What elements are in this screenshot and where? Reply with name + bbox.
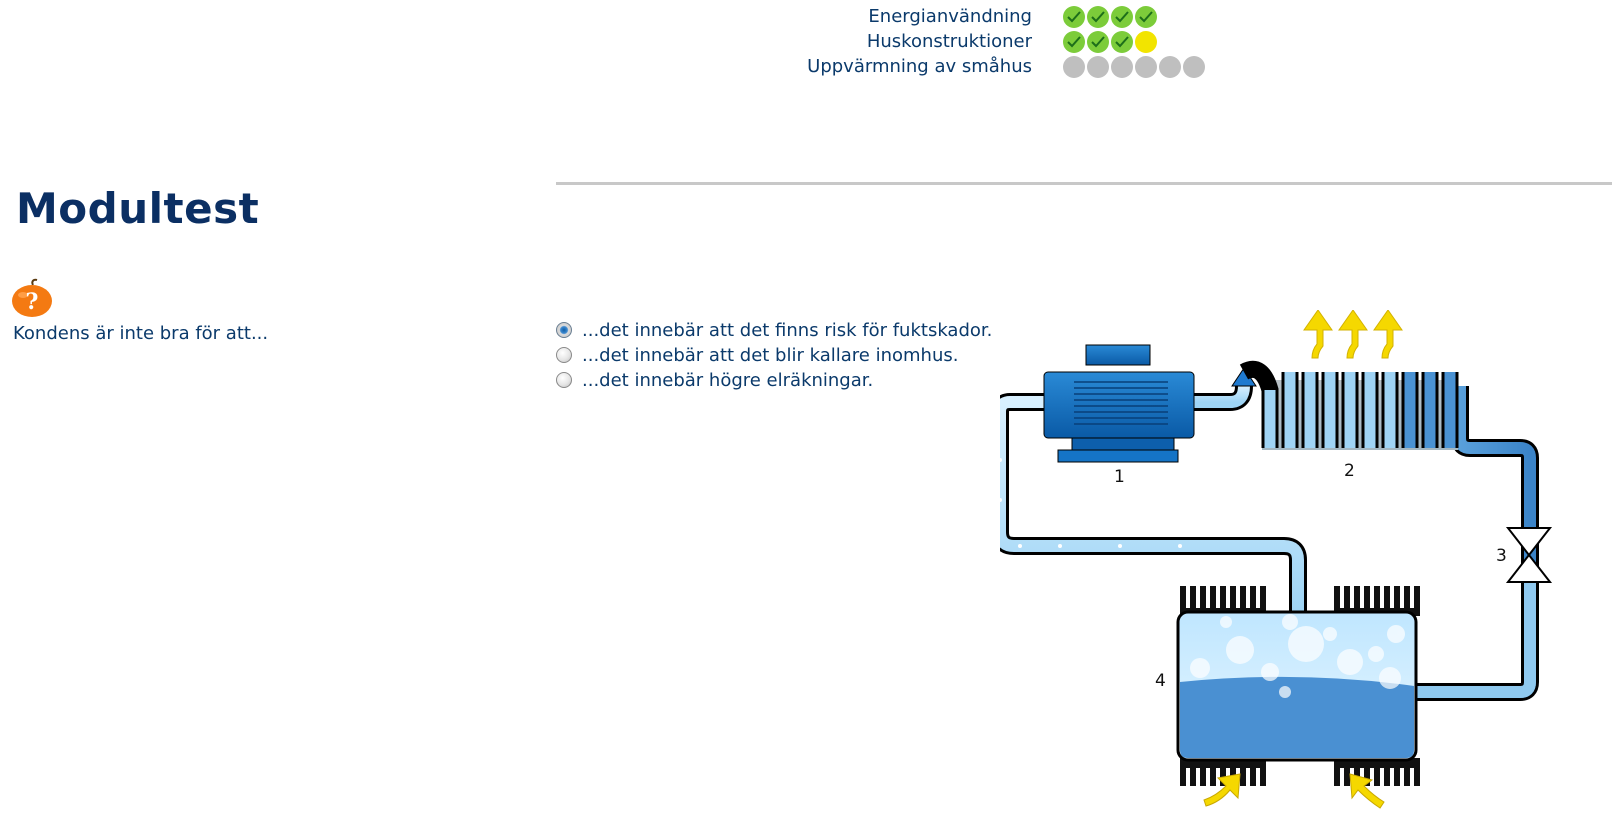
heat-in-arrows (1203, 773, 1385, 809)
check-icon (1139, 11, 1153, 23)
check-icon (1067, 11, 1081, 23)
label-condenser: 2 (1344, 461, 1355, 481)
label-expansion-valve: 3 (1496, 546, 1507, 566)
heat-out-arrows (1303, 309, 1403, 359)
compressor (1043, 344, 1195, 463)
svg-text:?: ? (26, 289, 39, 315)
answer-label[interactable]: ...det innebär att det blir kallare inom… (582, 345, 959, 366)
divider (556, 182, 1612, 185)
question-text: Kondens är inte bra för att... (13, 323, 269, 344)
progress-dot-pending (1087, 56, 1109, 78)
check-icon (1091, 11, 1105, 23)
condenser-coil (1239, 360, 1459, 450)
progress-dot-pending (1159, 56, 1181, 78)
page-title: Modultest (16, 184, 260, 233)
progress-dot-done (1087, 31, 1109, 53)
radio-button[interactable] (556, 347, 572, 363)
label-compressor: 1 (1114, 467, 1125, 487)
progress-dot-pending (1063, 56, 1085, 78)
progress-dot-pending (1111, 56, 1133, 78)
progress-row-label: Huskonstruktioner (866, 31, 1032, 52)
progress-row-label: Uppvärmning av småhus (807, 56, 1032, 77)
check-icon (1115, 36, 1129, 48)
progress-dot-done (1135, 6, 1157, 28)
heat-pump-diagram: 1 2 3 4 (991, 309, 1610, 834)
progress-dot-pending (1135, 56, 1157, 78)
answer-label[interactable]: ...det innebär att det finns risk för fu… (582, 320, 993, 341)
answer-label[interactable]: ...det innebär högre elräkningar. (582, 370, 874, 391)
question-apple-icon: ? (10, 278, 54, 322)
check-icon (1091, 36, 1105, 48)
expansion-valve (1505, 527, 1553, 583)
progress-dot-done (1063, 6, 1085, 28)
radio-button[interactable] (556, 372, 572, 388)
label-evaporator: 4 (1155, 671, 1166, 691)
progress-dot-done (1111, 6, 1133, 28)
pipe-suction (991, 393, 1307, 612)
progress-dot-done (1111, 31, 1133, 53)
progress-dot-done (1087, 6, 1109, 28)
progress-dot-pending (1183, 56, 1205, 78)
progress-dot-current (1135, 31, 1157, 53)
check-icon (1067, 36, 1081, 48)
radio-button-selected[interactable] (556, 322, 572, 338)
check-icon (1115, 11, 1129, 23)
evaporator-tank (1176, 586, 1420, 786)
progress-dot-done (1063, 31, 1085, 53)
pipe-liquid (1416, 386, 1539, 701)
progress-row-label: Energianvändning (868, 6, 1032, 27)
